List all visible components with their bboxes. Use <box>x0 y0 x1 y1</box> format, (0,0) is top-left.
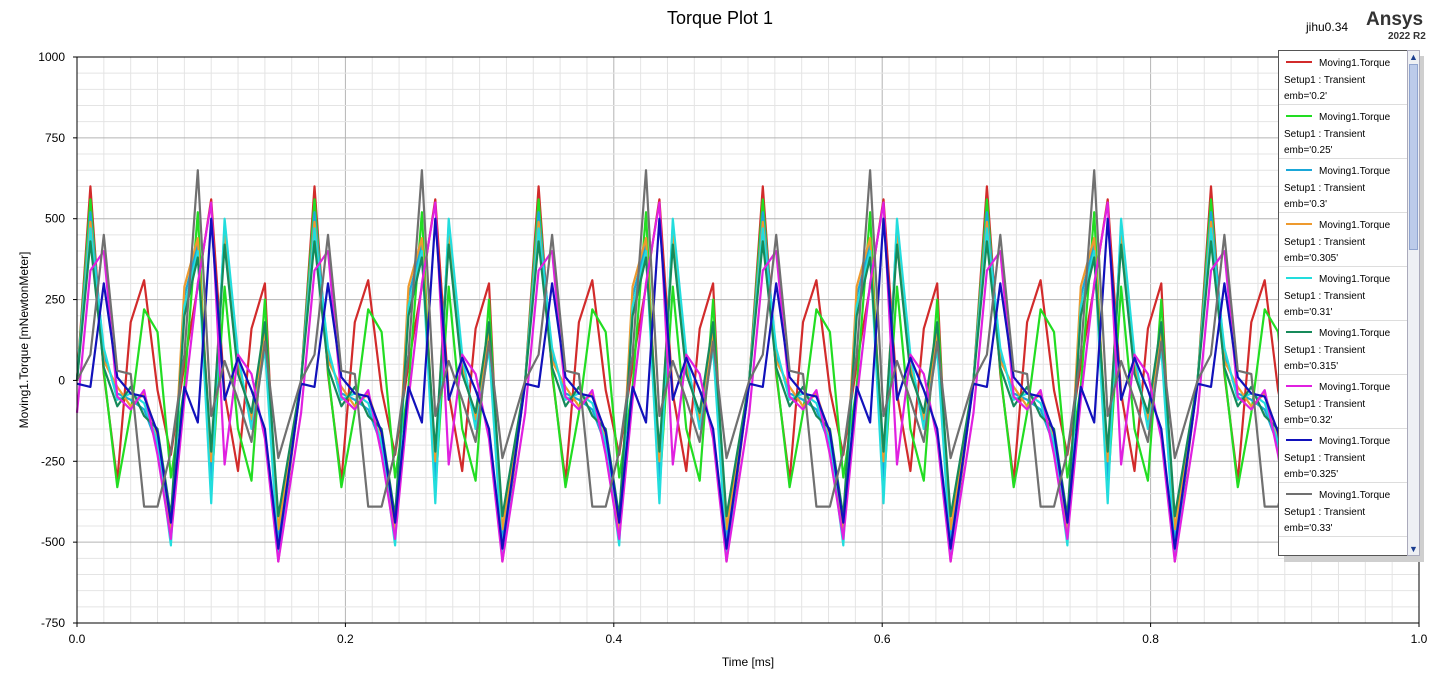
x-axis-ticks: 0.0 0.2 0.4 0.6 0.8 1.0 <box>69 623 1428 646</box>
legend-swatch <box>1286 385 1312 387</box>
legend-label: Setup1 : Transient <box>1284 129 1366 140</box>
legend-label: Moving1.Torque <box>1319 112 1391 123</box>
y-tick-label: 500 <box>45 212 65 226</box>
legend-swatch <box>1286 115 1312 117</box>
series-line-6 <box>75 201 1400 563</box>
legend-label: Setup1 : Transient <box>1284 75 1366 86</box>
legend-label: Moving1.Torque <box>1319 490 1391 501</box>
legend-label: Moving1.Torque <box>1319 382 1391 393</box>
x-tick-label: 0.4 <box>605 632 622 646</box>
legend-swatch <box>1286 61 1312 63</box>
y-tick-label: -750 <box>41 616 65 630</box>
legend-swatch <box>1286 331 1312 333</box>
legend-label: emb='0.315' <box>1284 361 1339 372</box>
user-label: jihu0.34 <box>1306 20 1349 34</box>
series-line-5 <box>75 240 1400 518</box>
legend-label: Moving1.Torque <box>1319 274 1391 285</box>
scroll-down-icon[interactable]: ▼ <box>1409 544 1418 554</box>
legend-label: Setup1 : Transient <box>1284 237 1366 248</box>
legend-swatch <box>1286 223 1312 225</box>
legend-entry[interactable]: Moving1.Torque Setup1 : Transient emb='0.3… <box>1279 159 1407 213</box>
y-tick-label: 0 <box>58 373 65 387</box>
legend-entry[interactable]: Moving1.Torque Setup1 : Transient emb='0.3… <box>1279 375 1407 429</box>
legend-entry[interactable]: Moving1.Torque Setup1 : Transient emb='0.3… <box>1279 429 1407 483</box>
scroll-thumb[interactable] <box>1409 64 1418 250</box>
legend-label: Moving1.Torque <box>1319 436 1391 447</box>
legend-label: Setup1 : Transient <box>1284 345 1366 356</box>
series-line-8 <box>76 169 1400 508</box>
x-axis-label: Time [ms] <box>722 655 774 669</box>
legend-label: emb='0.305' <box>1284 253 1339 264</box>
legend-entry[interactable]: Moving1.Torque Setup1 : Transient emb='0.2… <box>1279 51 1407 105</box>
y-tick-label: -500 <box>41 535 65 549</box>
legend-label: Setup1 : Transient <box>1284 183 1366 194</box>
legend-entry[interactable]: Moving1.Torque Setup1 : Transient emb='0.3… <box>1279 213 1407 267</box>
legend-label: Moving1.Torque <box>1319 166 1391 177</box>
y-axis-ticks: 1000 750 500 250 0 -250 -500 -750 <box>38 50 77 630</box>
x-tick-label: 0.8 <box>1142 632 1159 646</box>
legend-entry[interactable]: Moving1.Torque Setup1 : Transient emb='0.3… <box>1279 267 1407 321</box>
y-tick-label: 250 <box>45 293 65 307</box>
legend-label: emb='0.325' <box>1284 469 1339 480</box>
legend-label: Setup1 : Transient <box>1284 291 1366 302</box>
x-tick-label: 1.0 <box>1411 632 1428 646</box>
y-axis-label: Moving1.Torque [mNewtonMeter] <box>17 252 31 429</box>
y-tick-label: 1000 <box>38 50 65 64</box>
version-label: 2022 R2 <box>1388 31 1426 42</box>
legend-label: Setup1 : Transient <box>1284 399 1366 410</box>
x-tick-label: 0.6 <box>874 632 891 646</box>
legend-label: emb='0.25' <box>1284 145 1333 156</box>
scroll-up-icon[interactable]: ▲ <box>1409 52 1418 62</box>
legend-label: emb='0.32' <box>1284 415 1333 426</box>
legend-swatch <box>1286 277 1312 279</box>
legend-label: emb='0.31' <box>1284 307 1333 318</box>
legend-label: emb='0.3' <box>1284 199 1328 210</box>
y-tick-label: -250 <box>41 454 65 468</box>
x-tick-label: 0.2 <box>337 632 354 646</box>
legend-label: Moving1.Torque <box>1319 58 1391 69</box>
legend-label: emb='0.2' <box>1284 91 1328 102</box>
brand-logo: Ansys <box>1366 9 1424 30</box>
legend-label: Setup1 : Transient <box>1284 507 1366 518</box>
legend-entry[interactable]: Moving1.Torque Setup1 : Transient emb='0.3… <box>1279 483 1407 537</box>
legend-swatch <box>1286 493 1312 495</box>
legend-swatch <box>1286 439 1312 441</box>
y-tick-label: 750 <box>45 131 65 145</box>
legend-entry[interactable]: Moving1.Torque Setup1 : Transient emb='0.2… <box>1279 105 1407 159</box>
legend-label: emb='0.33' <box>1284 523 1333 534</box>
series-line-7 <box>76 217 1400 550</box>
legend-entry[interactable]: Moving1.Torque Setup1 : Transient emb='0.3… <box>1279 321 1407 375</box>
legend[interactable]: Moving1.Torque Setup1 : Transient emb='0.2… <box>1278 50 1408 556</box>
x-tick-label: 0.0 <box>69 632 86 646</box>
plot-area <box>75 169 1400 563</box>
legend-label: Moving1.Torque <box>1319 328 1391 339</box>
legend-label: Moving1.Torque <box>1319 220 1391 231</box>
legend-swatch <box>1286 169 1312 171</box>
chart-title: Torque Plot 1 <box>666 8 774 28</box>
legend-label: Setup1 : Transient <box>1284 453 1366 464</box>
legend-scrollbar[interactable]: ▲ ▼ <box>1407 50 1420 556</box>
